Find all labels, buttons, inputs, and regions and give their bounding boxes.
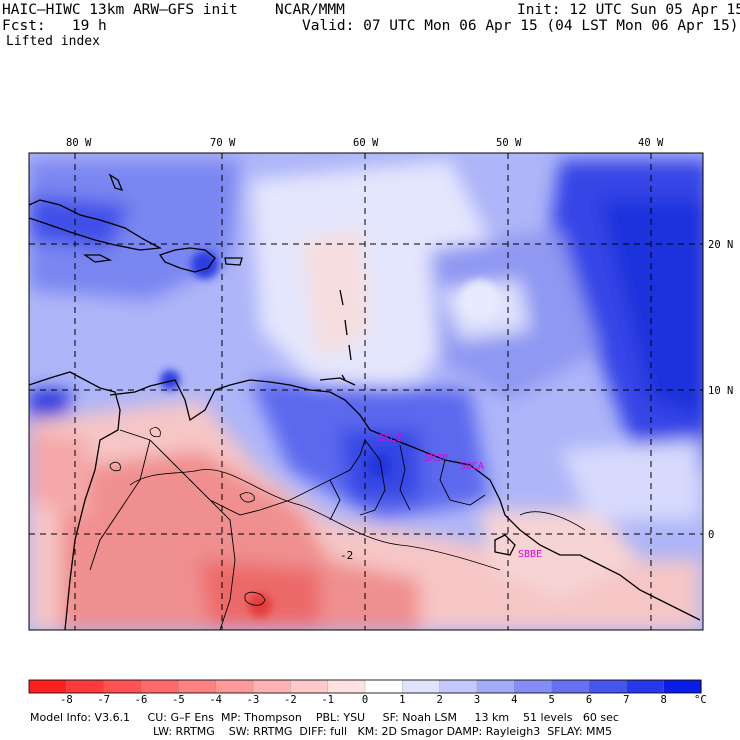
colorbar-swatch	[402, 679, 441, 694]
lon-label: 80 W	[66, 137, 92, 149]
borders	[89, 429, 486, 630]
colorbar-tick-label: -4	[209, 694, 222, 706]
colorbar-tick-label: -2	[284, 694, 297, 706]
colorbar-tick-label: 4	[511, 694, 517, 706]
lon-label: 50 W	[496, 137, 522, 149]
axis-labels: 80 W 70 W 60 W 50 W 40 W 20 N 10 N 0	[66, 137, 733, 541]
lat-label: 20 N	[708, 239, 733, 251]
colorbar-tick-label: 2	[437, 694, 443, 706]
colorbar-unit: °C	[694, 694, 707, 706]
colorbar-tick-label: -7	[97, 694, 110, 706]
model-info-line1: Model Info: V3.6.1 CU: G–F Ens MP: Thomp…	[30, 711, 619, 724]
station-label: SKLI	[378, 433, 402, 444]
colorbar-tick-label: 1	[399, 694, 405, 706]
colorbar-tick-label: 6	[586, 694, 592, 706]
colorbar-swatch	[663, 679, 702, 694]
model-info-line2: LW: RRTMG SW: RRTMG DIFF: full KM: 2D Sm…	[153, 725, 613, 738]
colorbar-swatch	[215, 679, 254, 694]
colorbar-tick-label: 8	[661, 694, 667, 706]
valid-time: Valid: 07 UTC Mon 06 Apr 15 (04 LST Mon …	[302, 18, 739, 34]
organization-label: NCAR/MMM	[275, 2, 345, 18]
colorbar-tick-label: -1	[321, 694, 334, 706]
lon-label: 40 W	[638, 137, 664, 149]
station-label: SBBE	[518, 549, 542, 560]
colorbar-swatch	[551, 679, 590, 694]
colorbar-swatch	[28, 679, 67, 694]
colorbar-swatch	[327, 679, 366, 694]
colorbar-swatch	[364, 679, 403, 694]
forecast-hour: Fcst: 19 h	[2, 18, 107, 34]
colorbar-tick-label: 7	[623, 694, 629, 706]
lat-label: 0	[708, 529, 714, 541]
colorbar-tick-label: -5	[172, 694, 185, 706]
lon-label: 60 W	[353, 137, 379, 149]
contour-label: -2	[340, 549, 353, 562]
colorbar-swatch	[252, 679, 291, 694]
colorbar-tick-label: 0	[362, 694, 368, 706]
colorbar-tick-label: -8	[60, 694, 73, 706]
colorbar-swatch	[439, 679, 478, 694]
colorbar-tick-label: 3	[474, 694, 480, 706]
lat-lon-grid	[29, 153, 703, 630]
contour-lines	[109, 427, 586, 606]
lat-label: 10 N	[708, 385, 733, 397]
field-name: Lifted index	[6, 34, 100, 49]
shaded-field	[29, 153, 703, 630]
lon-label: 70 W	[210, 137, 236, 149]
station-label: SOCA	[460, 461, 484, 472]
colorbar-tick-label: 5	[549, 694, 555, 706]
colorbar-swatch	[140, 679, 179, 694]
colorbar-swatch	[588, 679, 627, 694]
station-label: SMJP	[424, 453, 448, 464]
colorbar-swatch	[476, 679, 515, 694]
colorbar-swatch	[290, 679, 329, 694]
colorbar-swatch	[178, 679, 217, 694]
map-title: HAIC–HIWC 13km ARW–GFS init	[2, 2, 238, 18]
colorbar-tick-label: -3	[247, 694, 260, 706]
colorbar: -8 -7 -6 -5 -4 -3 -2 -1 0 1 2 3 4 5 6 7 8 °C	[28, 679, 707, 706]
colorbar-swatch	[103, 679, 142, 694]
colorbar-swatch	[514, 679, 553, 694]
colorbar-tick-label: -6	[135, 694, 148, 706]
colorbar-swatch	[66, 679, 105, 694]
stations: SKLI SMJP SOCA SBBE	[378, 433, 542, 560]
colorbar-swatch	[626, 679, 665, 694]
map-frame	[28, 152, 704, 631]
init-time: Init: 12 UTC Sun 05 Apr 15	[517, 2, 740, 18]
